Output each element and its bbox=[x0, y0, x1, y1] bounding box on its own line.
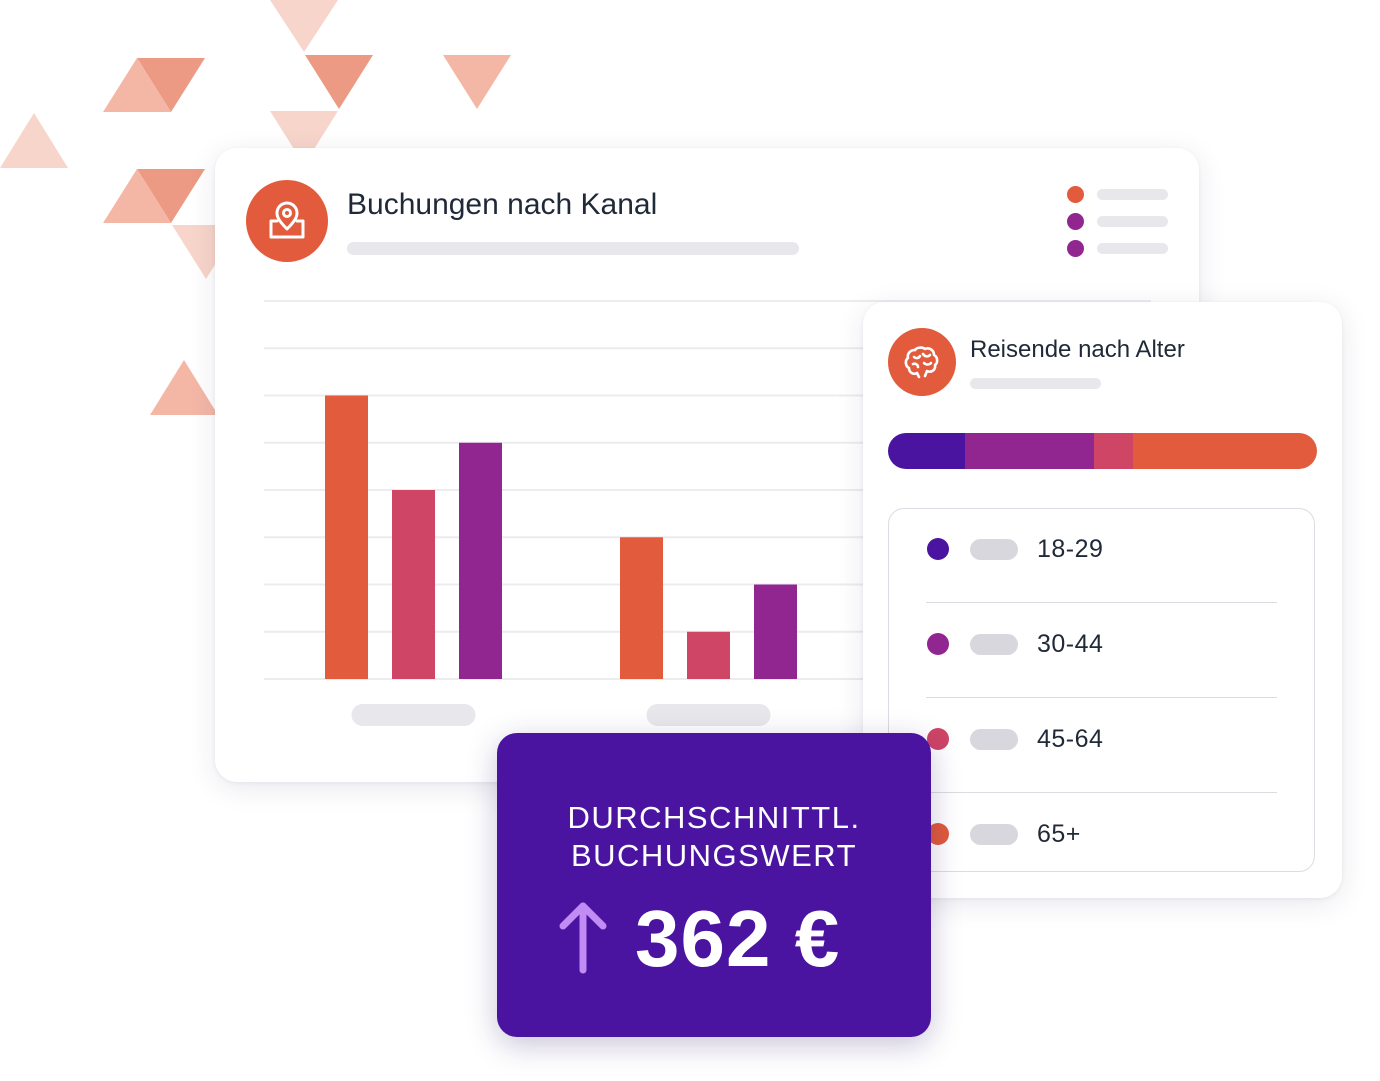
brain-icon bbox=[888, 328, 956, 396]
bar bbox=[459, 442, 502, 679]
legend-placeholder bbox=[1097, 243, 1168, 254]
legend-item bbox=[1067, 240, 1177, 267]
list-item: 65+ bbox=[889, 794, 1314, 888]
value-placeholder bbox=[970, 634, 1018, 655]
age-group-label: 65+ bbox=[1037, 820, 1081, 848]
age-color-dot bbox=[927, 538, 949, 560]
kpi-label-line1: DURCHSCHNITTL. bbox=[567, 800, 861, 835]
divider bbox=[926, 791, 1277, 793]
value-placeholder bbox=[970, 539, 1018, 560]
average-booking-value-card: DURCHSCHNITTL. BUCHUNGSWERT 362 € bbox=[497, 733, 931, 1037]
card-title: Buchungen nach Kanal bbox=[347, 188, 658, 221]
stack-segment bbox=[1132, 433, 1317, 469]
category-label-placeholder bbox=[351, 704, 476, 726]
age-group-label: 18-29 bbox=[1037, 535, 1104, 563]
bar bbox=[325, 395, 368, 679]
subtitle-placeholder bbox=[347, 242, 799, 255]
bar bbox=[620, 537, 663, 679]
stack-segment bbox=[888, 433, 966, 469]
age-stacked-bar bbox=[888, 433, 1317, 469]
bar bbox=[687, 631, 730, 679]
stack-segment bbox=[965, 433, 1094, 469]
age-color-dot bbox=[927, 823, 949, 845]
age-group-list: 18-29 30-44 45-64 65+ bbox=[888, 508, 1315, 872]
list-item: 18-29 bbox=[889, 509, 1314, 603]
value-placeholder bbox=[970, 729, 1018, 750]
legend-item bbox=[1067, 213, 1177, 240]
bar bbox=[754, 584, 797, 679]
legend-placeholder bbox=[1097, 189, 1168, 200]
location-pin-box-icon bbox=[246, 180, 328, 262]
bar bbox=[392, 490, 435, 679]
age-distribution-card: Reisende nach Alter 18-29 30-44 45-64 65… bbox=[863, 302, 1342, 898]
subtitle-placeholder bbox=[970, 378, 1101, 389]
category-label-placeholder bbox=[646, 704, 771, 726]
arrow-up-icon bbox=[559, 902, 607, 974]
list-item: 30-44 bbox=[889, 604, 1314, 698]
bar-chart bbox=[264, 300, 1151, 726]
age-group-label: 30-44 bbox=[1037, 630, 1104, 658]
legend-dot bbox=[1067, 213, 1084, 230]
card-title: Reisende nach Alter bbox=[970, 336, 1185, 363]
value-placeholder bbox=[970, 824, 1018, 845]
legend-item bbox=[1067, 186, 1177, 213]
age-color-dot bbox=[927, 728, 949, 750]
chart-legend bbox=[1067, 186, 1177, 267]
divider bbox=[926, 601, 1277, 603]
age-color-dot bbox=[927, 633, 949, 655]
legend-placeholder bbox=[1097, 216, 1168, 227]
kpi-value: 362 € bbox=[635, 894, 841, 983]
kpi-label-line2: BUCHUNGSWERT bbox=[570, 838, 858, 873]
divider bbox=[926, 696, 1277, 698]
age-group-label: 45-64 bbox=[1037, 725, 1104, 753]
legend-dot bbox=[1067, 240, 1084, 257]
list-item: 45-64 bbox=[889, 699, 1314, 793]
legend-dot bbox=[1067, 186, 1084, 203]
stack-segment bbox=[1093, 433, 1133, 469]
